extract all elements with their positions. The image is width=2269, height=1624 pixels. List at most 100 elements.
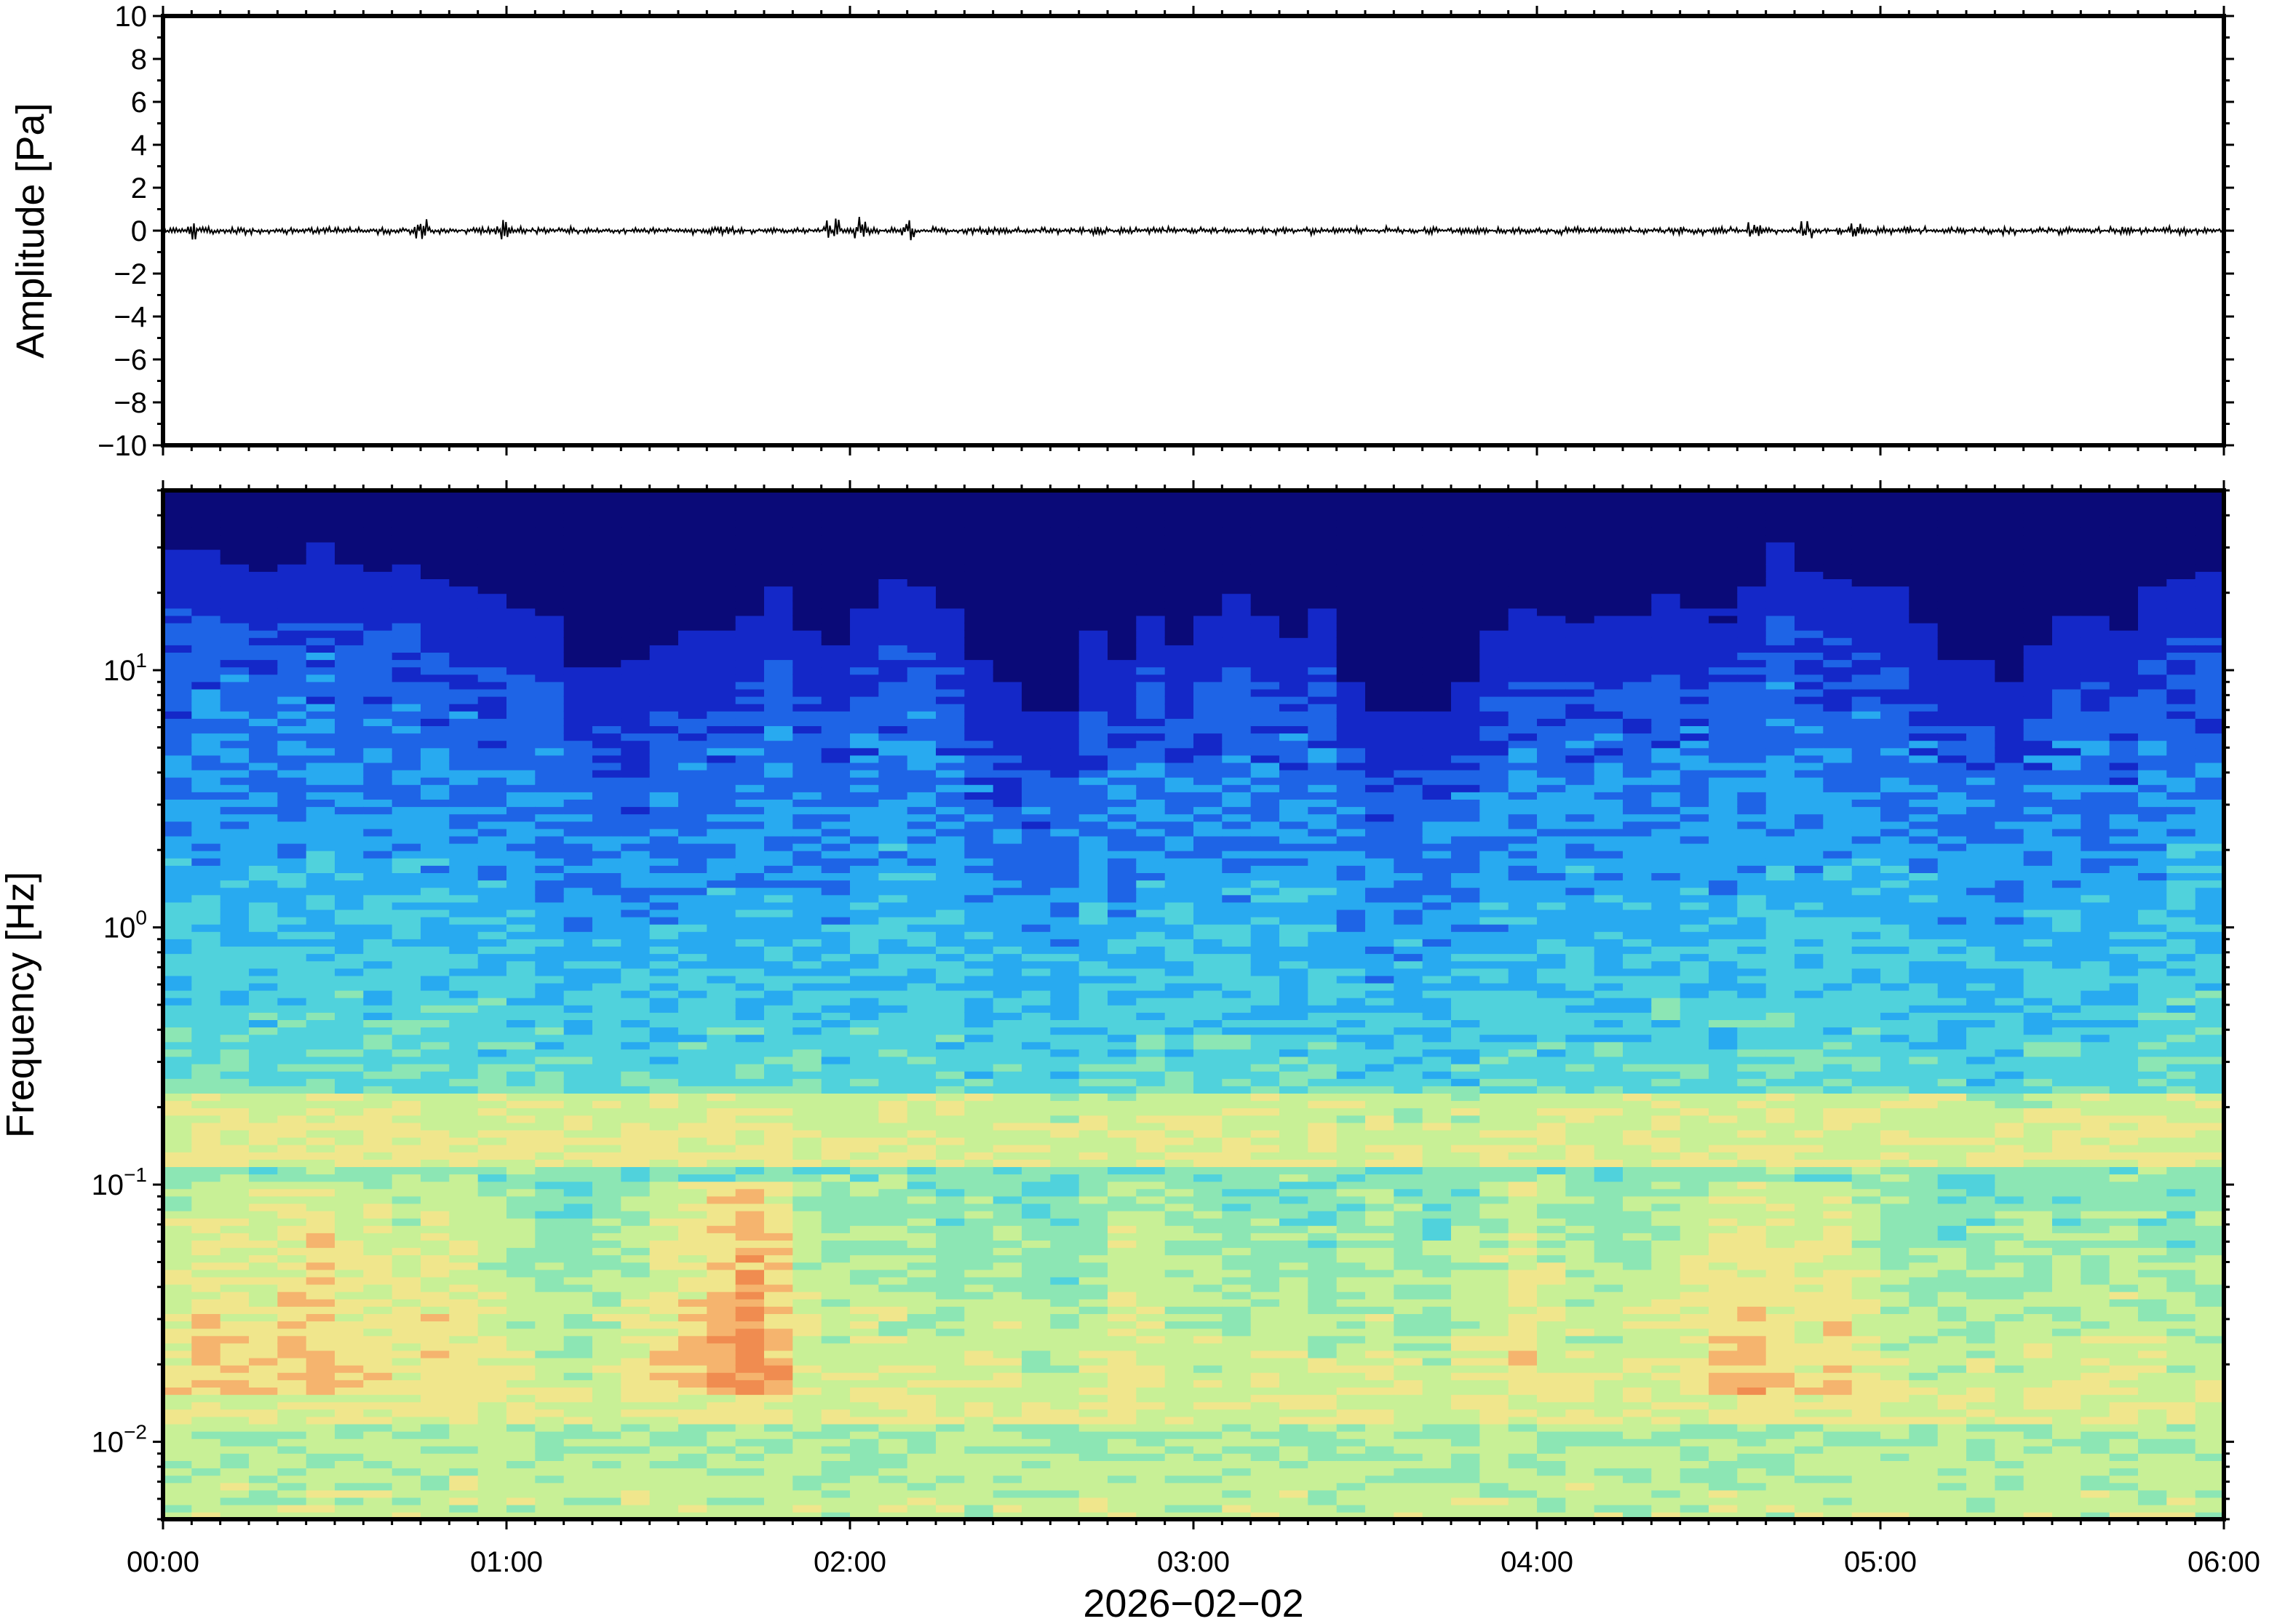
spectrogram-cell	[878, 674, 908, 682]
spectrogram-cell	[678, 541, 708, 550]
spectrogram-cell	[621, 696, 651, 704]
spectrogram-cell	[649, 622, 679, 631]
spectrogram-cell	[421, 1093, 450, 1102]
spectrogram-cell	[878, 1489, 908, 1498]
spectrogram-cell	[421, 527, 450, 536]
spectrogram-cell	[163, 1181, 193, 1190]
spectrogram-cell	[535, 821, 565, 829]
spectrogram-cell	[621, 960, 651, 969]
spectrogram-cell	[1022, 637, 1052, 645]
spectrogram-cell	[936, 498, 966, 506]
spectrogram-cell	[792, 688, 822, 697]
spectrogram-cell	[621, 1041, 651, 1050]
spectrogram-cell	[1078, 1048, 1108, 1057]
spectrogram-cell	[878, 711, 908, 719]
spectrogram-cell	[993, 1056, 1022, 1064]
spectrogram-cell	[392, 901, 421, 910]
spectrogram-cell	[621, 615, 651, 624]
spectrogram-cell	[707, 747, 736, 756]
spectrogram-cell	[506, 997, 536, 1006]
spectrogram-cell	[764, 498, 794, 506]
spectrogram-cell	[477, 629, 507, 638]
spectrogram-cell	[792, 835, 822, 844]
spectrogram-cell	[191, 1291, 221, 1299]
spectrogram-cell	[907, 792, 937, 800]
spectrogram-cell	[392, 1350, 421, 1358]
spectrogram-cell	[506, 681, 536, 690]
spectrogram-cell	[850, 1159, 880, 1167]
spectrogram-cell	[936, 1489, 966, 1498]
spectrogram-cell	[477, 813, 507, 822]
spectrogram-cell	[363, 1380, 393, 1388]
spectrogram-cell	[1108, 1372, 1137, 1380]
spectrogram-cell	[449, 1034, 479, 1043]
spectrogram-cell	[477, 1380, 507, 1388]
spectrogram-cell	[993, 1299, 1022, 1307]
spectrogram-cell	[506, 541, 536, 550]
spectrogram-cell	[621, 498, 651, 506]
spectrogram-cell	[563, 880, 593, 888]
spectrogram-cell	[964, 776, 994, 785]
spectrogram-cell	[335, 1468, 365, 1476]
spectrogram-cell	[563, 872, 593, 881]
spectrogram-cell	[1022, 1394, 1052, 1403]
spectrogram-cell	[707, 1041, 736, 1050]
spectrogram-cell	[907, 556, 937, 565]
spectrogram-cell	[563, 1056, 593, 1064]
spectrogram-cell	[649, 703, 679, 712]
spectrogram-cell	[277, 718, 307, 726]
spectrogram-cell	[563, 1446, 593, 1454]
spectrogram-cell	[563, 1262, 593, 1270]
spectrogram-cell	[1050, 1313, 1080, 1322]
spectrogram-cell	[678, 747, 708, 756]
spectrogram-cell	[506, 505, 536, 514]
spectrogram-cell	[1108, 1152, 1137, 1160]
spectrogram-cell	[621, 1247, 651, 1256]
spectrogram-cell	[764, 1188, 794, 1197]
spectrogram-cell	[249, 718, 279, 726]
spectrogram-cell	[335, 1504, 365, 1513]
spectrogram-cell	[1050, 1144, 1080, 1153]
spectrogram-cell	[878, 688, 908, 697]
spectrogram-cell	[1108, 1233, 1137, 1241]
spectrogram-cell	[592, 578, 622, 587]
spectrogram-cell	[163, 629, 193, 638]
spectrogram-cell	[764, 1409, 794, 1417]
spectrogram-cell	[363, 1056, 393, 1064]
spectrogram-cell	[1050, 637, 1080, 645]
spectrogram-cell	[649, 990, 679, 998]
spectrogram-cell	[821, 865, 851, 873]
spectrogram-cell	[335, 1497, 365, 1505]
spectrogram-cell	[249, 1306, 279, 1314]
spectrogram-cell	[392, 982, 421, 991]
spectrogram-cell	[592, 1387, 622, 1396]
spectrogram-cell	[678, 586, 708, 594]
spectrogram-cell	[335, 1107, 365, 1116]
spectrogram-cell	[220, 549, 250, 557]
spectrogram-cell	[936, 865, 966, 873]
spectrogram-cell	[421, 1401, 450, 1410]
spectrogram-cell	[907, 813, 937, 822]
spectrogram-cell	[277, 1482, 307, 1491]
spectrogram-cell	[964, 887, 994, 896]
spectrogram-cell	[477, 1181, 507, 1190]
spectrogram-cell	[907, 858, 937, 866]
spectrogram-cell	[993, 1152, 1022, 1160]
spectrogram-cell	[163, 939, 193, 947]
spectrogram-cell	[249, 835, 279, 844]
spectrogram-cell	[735, 1453, 765, 1461]
spectrogram-cell	[477, 498, 507, 506]
spectrogram-cell	[850, 1078, 880, 1086]
spectrogram-cell	[363, 645, 393, 653]
spectrogram-cell	[163, 1387, 193, 1396]
spectrogram-cell	[649, 629, 679, 638]
spectrogram-cell	[707, 1276, 736, 1285]
spectrogram-cell	[1022, 1005, 1052, 1013]
spectrogram-cell	[1108, 1291, 1137, 1299]
spectrogram-cell	[707, 1350, 736, 1358]
spectrogram-cell	[735, 1041, 765, 1050]
spectrogram-cell	[363, 946, 393, 955]
spectrogram-cell	[649, 1034, 679, 1043]
spectrogram-cell	[707, 880, 736, 888]
spectrogram-cell	[936, 1416, 966, 1425]
